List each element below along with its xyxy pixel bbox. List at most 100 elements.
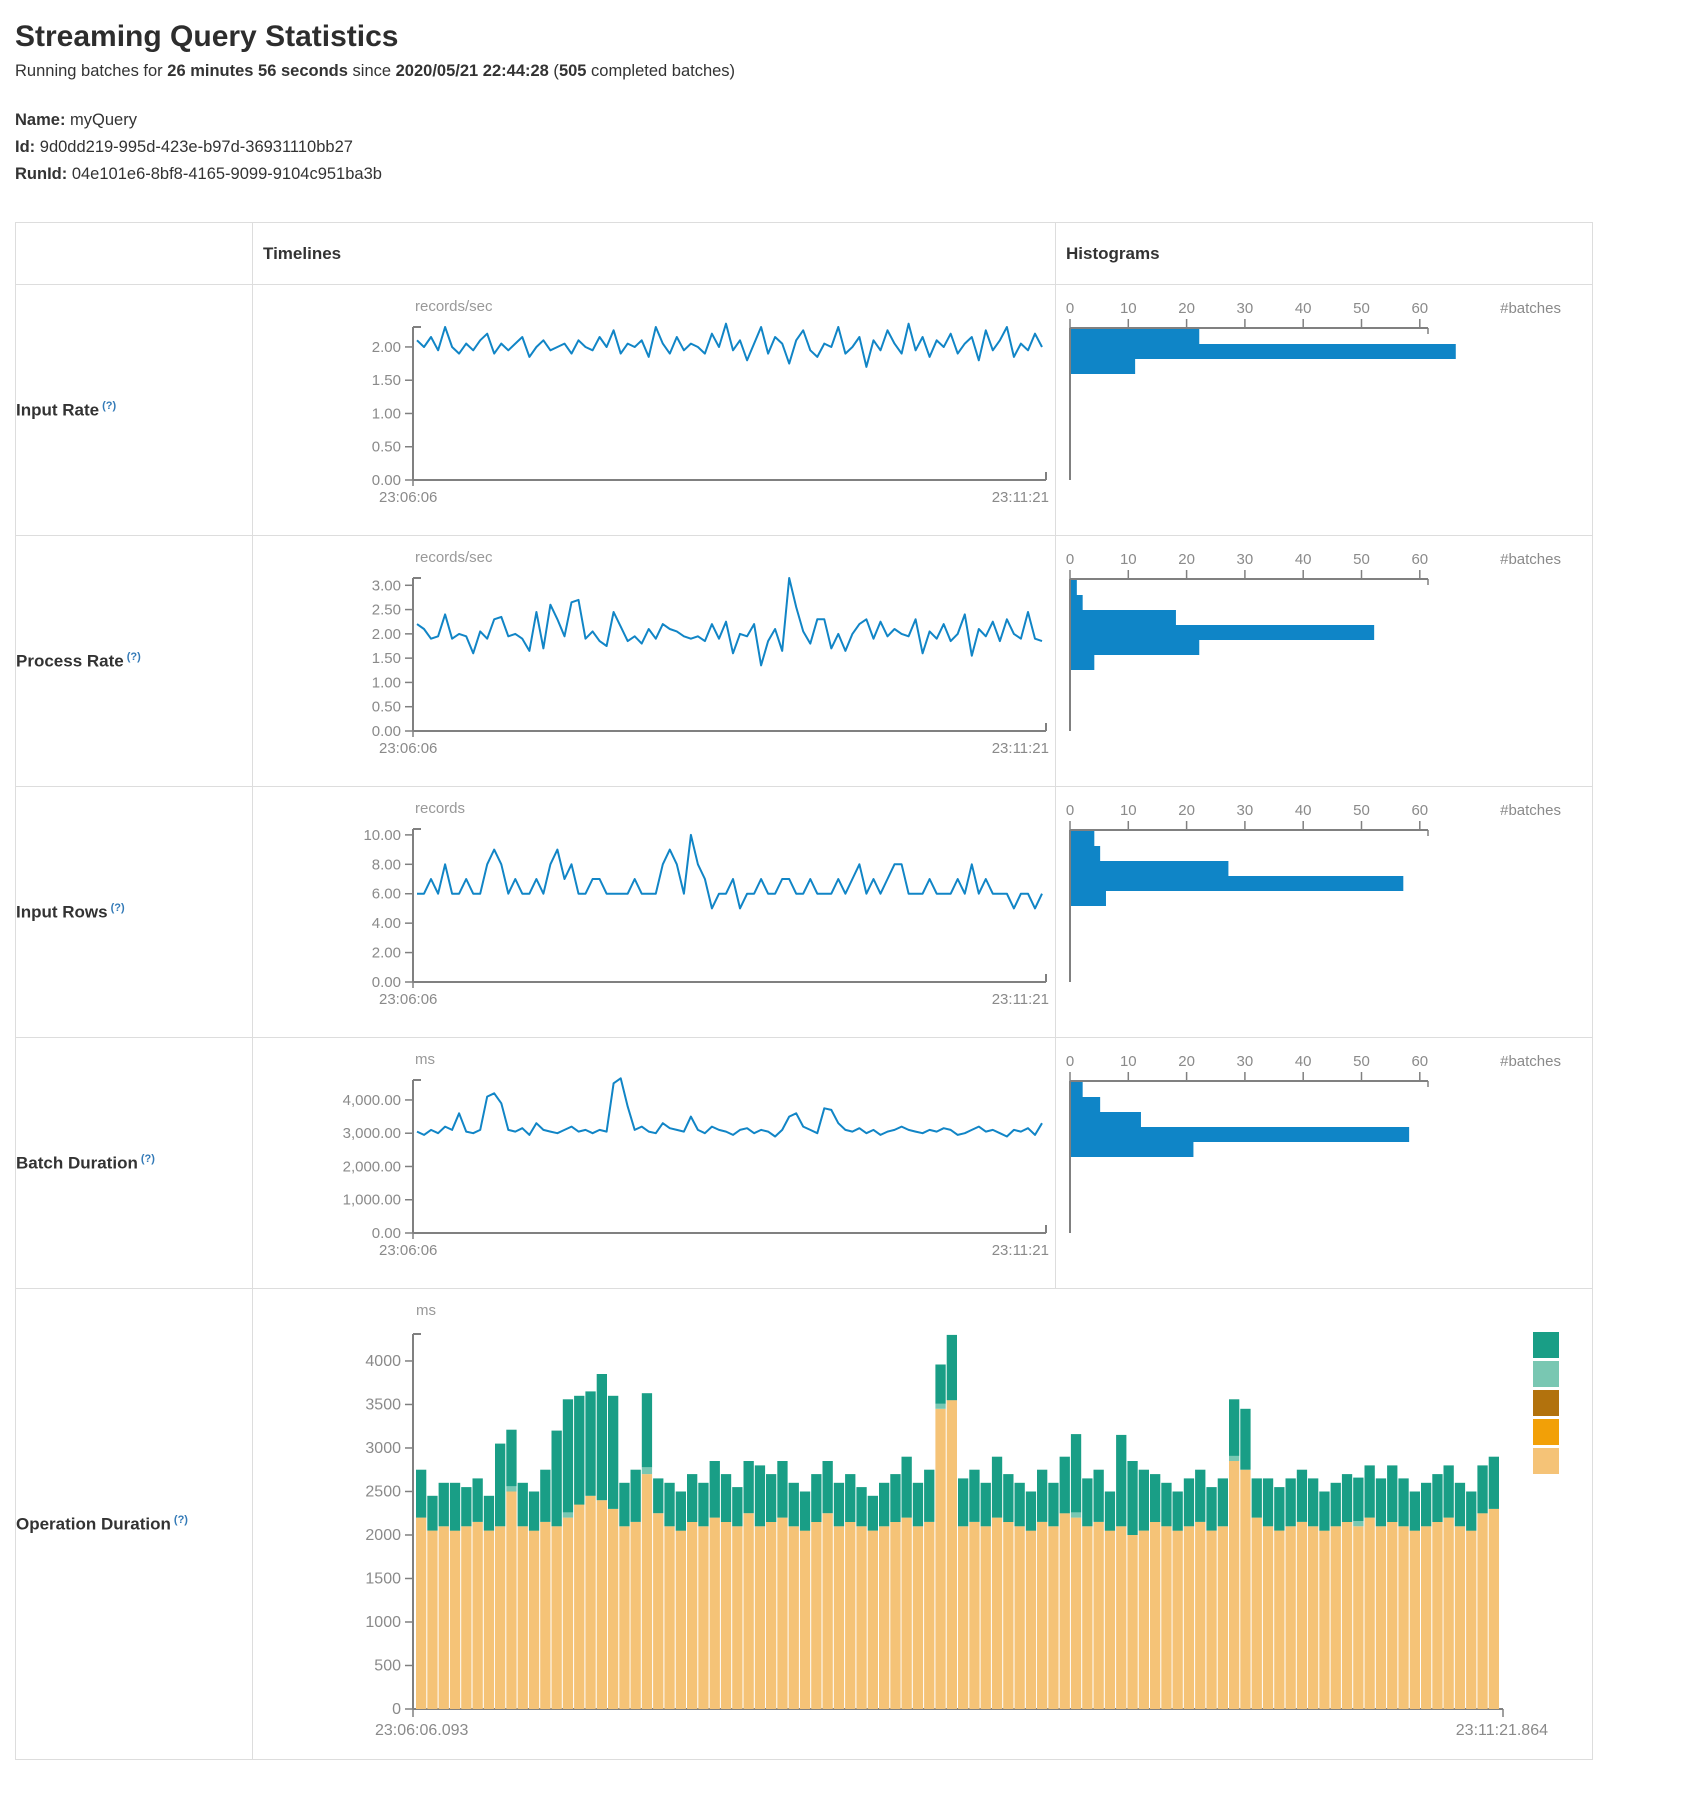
svg-text:40: 40 [1295, 802, 1312, 819]
legend-swatch-4[interactable] [1533, 1419, 1559, 1445]
operation-duration-help-icon[interactable]: (?) [173, 1513, 188, 1526]
svg-text:#batches: #batches [1500, 1053, 1561, 1070]
svg-text:1000: 1000 [365, 1614, 401, 1631]
svg-text:ms: ms [416, 1302, 436, 1319]
svg-text:23:11:21: 23:11:21 [992, 1242, 1049, 1259]
svg-text:0.00: 0.00 [372, 723, 401, 740]
runid-label: RunId: [15, 165, 68, 183]
svg-text:30: 30 [1237, 300, 1254, 317]
process-rate-help-icon[interactable]: (?) [126, 650, 141, 663]
header-empty-cell [15, 222, 253, 285]
svg-text:records/sec: records/sec [415, 298, 493, 315]
runid-value: 04e101e6-8bf8-4165-9099-9104c951ba3b [71, 165, 382, 183]
svg-text:23:11:21: 23:11:21 [992, 489, 1049, 506]
id-value: 9d0dd219-995d-423e-b97d-36931110bb27 [39, 138, 353, 156]
running-since-word: since [347, 62, 396, 80]
svg-text:40: 40 [1295, 1053, 1312, 1070]
svg-text:2500: 2500 [365, 1483, 401, 1500]
input-rate-timeline-chart: records/sec 0.00 0.50 1.00 1.50 2.00 23:06:06 2… [253, 285, 1055, 535]
svg-text:23:06:06: 23:06:06 [379, 1242, 437, 1259]
svg-text:23:11:21: 23:11:21 [992, 740, 1049, 757]
svg-text:50: 50 [1353, 551, 1370, 568]
process-rate-label: Process Rate [16, 651, 124, 671]
table-row-input-rows: Input Rows (?) records 0.00 2.00 4.00 6.00 8.0… [15, 786, 1593, 1038]
svg-text:3,000.00: 3,000.00 [343, 1125, 401, 1142]
legend-swatch-3[interactable] [1533, 1390, 1559, 1416]
name-value: myQuery [70, 111, 137, 129]
statistics-table: Timelines Histograms Input Rate (?) recor… [15, 222, 1593, 1760]
svg-text:20: 20 [1178, 802, 1195, 819]
input-rate-help-icon[interactable]: (?) [102, 399, 117, 412]
input-rate-label: Input Rate [16, 400, 100, 420]
legend-swatch-5[interactable] [1533, 1448, 1559, 1474]
svg-text:10: 10 [1120, 802, 1137, 819]
batch-duration-timeline-chart: ms 0.00 1,000.00 2,000.00 3,000.00 4,000.00 23… [253, 1038, 1055, 1288]
id-label: Id: [15, 138, 36, 156]
svg-text:ms: ms [415, 1051, 435, 1068]
svg-text:2.00: 2.00 [372, 626, 401, 643]
svg-text:2.50: 2.50 [372, 602, 401, 619]
legend-swatch-2[interactable] [1533, 1361, 1559, 1387]
input-rate-histogram-chart: 0 10 20 30 40 50 60 #batches [1056, 285, 1592, 535]
running-duration: 26 minutes 56 seconds [167, 62, 348, 80]
batch-duration-help-icon[interactable]: (?) [140, 1152, 155, 1165]
svg-text:0: 0 [1066, 802, 1074, 819]
svg-text:0.50: 0.50 [372, 439, 401, 456]
svg-text:1,000.00: 1,000.00 [343, 1192, 401, 1209]
svg-text:0: 0 [1066, 1053, 1074, 1070]
svg-text:30: 30 [1237, 1053, 1254, 1070]
svg-text:0.50: 0.50 [372, 699, 401, 716]
svg-text:0: 0 [392, 1701, 401, 1718]
operation-duration-label: Operation Duration [16, 1514, 171, 1534]
svg-text:23:11:21: 23:11:21 [992, 991, 1049, 1008]
svg-text:4000: 4000 [365, 1353, 401, 1370]
svg-text:60: 60 [1411, 802, 1428, 819]
legend-swatch-1[interactable] [1533, 1332, 1559, 1358]
header-histograms: Histograms [1055, 222, 1593, 285]
svg-text:10.00: 10.00 [363, 827, 401, 844]
input-rows-histogram-chart: 0 10 20 30 40 50 60 #batches [1056, 787, 1592, 1037]
svg-text:1500: 1500 [365, 1570, 401, 1587]
svg-text:30: 30 [1237, 802, 1254, 819]
svg-text:23:06:06: 23:06:06 [379, 740, 437, 757]
operation-duration-stacked-chart: ms 0 500 1000 1500 2000 2500 3000 3500 4000 23:06:… [253, 1289, 1592, 1759]
svg-text:500: 500 [374, 1657, 401, 1674]
svg-text:60: 60 [1411, 551, 1428, 568]
svg-text:2,000.00: 2,000.00 [343, 1158, 401, 1175]
svg-text:1.00: 1.00 [372, 405, 401, 422]
query-runid-line: RunId: 04e101e6-8bf8-4165-9099-9104c951b… [15, 161, 1678, 188]
batch-duration-label: Batch Duration [16, 1153, 138, 1173]
svg-text:8.00: 8.00 [372, 856, 401, 873]
running-summary: Running batches for 26 minutes 56 second… [15, 62, 1678, 81]
table-row-process-rate: Process Rate (?) records/sec 0.00 0.50 1.00 1… [15, 535, 1593, 787]
svg-text:0.00: 0.00 [372, 1225, 401, 1242]
running-open-paren: ( [548, 62, 559, 80]
svg-text:2000: 2000 [365, 1527, 401, 1544]
svg-text:10: 10 [1120, 1053, 1137, 1070]
svg-text:23:06:06: 23:06:06 [379, 489, 437, 506]
svg-text:60: 60 [1411, 300, 1428, 317]
svg-text:records: records [415, 800, 465, 817]
svg-text:60: 60 [1411, 1053, 1428, 1070]
svg-text:0.00: 0.00 [372, 472, 401, 489]
input-rows-help-icon[interactable]: (?) [110, 901, 125, 914]
svg-text:4.00: 4.00 [372, 915, 401, 932]
svg-text:3500: 3500 [365, 1396, 401, 1413]
input-rows-label: Input Rows [16, 902, 108, 922]
svg-text:4,000.00: 4,000.00 [343, 1092, 401, 1109]
svg-text:20: 20 [1178, 551, 1195, 568]
svg-text:1.00: 1.00 [372, 674, 401, 691]
name-label: Name: [15, 111, 66, 129]
completed-batches-count: 505 [558, 62, 587, 80]
svg-text:0: 0 [1066, 300, 1074, 317]
svg-text:#batches: #batches [1500, 551, 1561, 568]
header-timelines: Timelines [252, 222, 1056, 285]
running-since-timestamp: 2020/05/21 22:44:28 [395, 62, 549, 80]
svg-text:records/sec: records/sec [415, 549, 493, 566]
svg-text:3000: 3000 [365, 1440, 401, 1457]
query-id-line: Id: 9d0dd219-995d-423e-b97d-36931110bb27 [15, 134, 1678, 161]
svg-text:23:06:06: 23:06:06 [379, 991, 437, 1008]
table-row-operation-duration: Operation Duration (?) ms 0 500 1000 1500 2000… [15, 1288, 1593, 1760]
svg-text:0: 0 [1066, 551, 1074, 568]
